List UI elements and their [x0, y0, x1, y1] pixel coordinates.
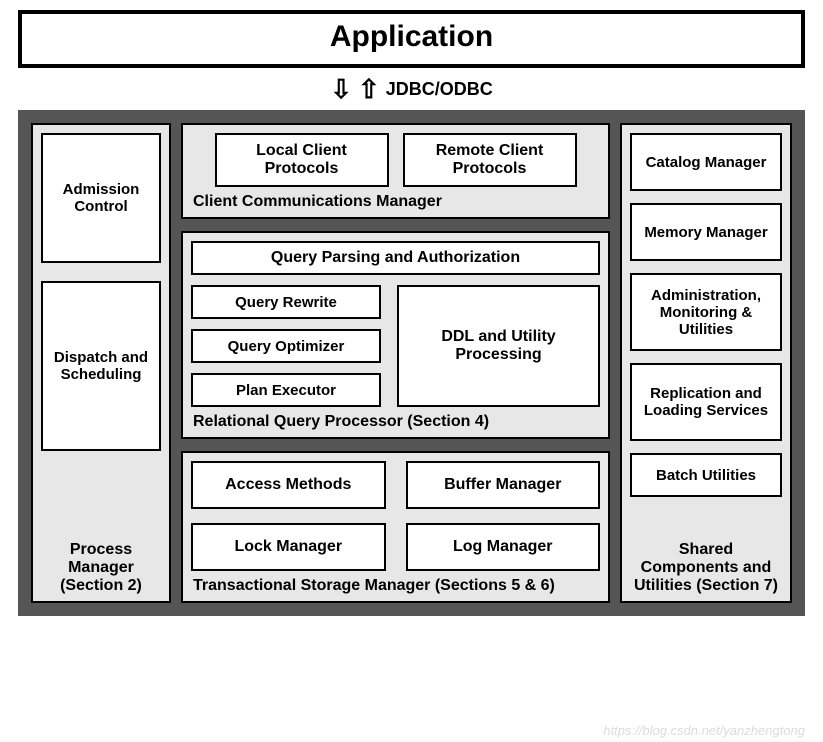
- ddl-utility-box: DDL and Utility Processing: [397, 285, 600, 407]
- log-manager-box: Log Manager: [406, 523, 601, 571]
- replication-loading-box: Replication and Loading Services: [630, 363, 782, 441]
- plan-executor-box: Plan Executor: [191, 373, 381, 407]
- up-arrow-icon: ⇧: [358, 76, 380, 102]
- local-client-protocols-box: Local Client Protocols: [215, 133, 389, 187]
- admission-control-box: Admission Control: [41, 133, 161, 263]
- shared-components-section: Catalog Manager Memory Manager Administr…: [620, 123, 792, 603]
- query-processor-title: Relational Query Processor (Section 4): [191, 413, 600, 431]
- storage-manager-title: Transactional Storage Manager (Sections …: [191, 577, 600, 595]
- memory-manager-box: Memory Manager: [630, 203, 782, 261]
- connector-row: ⇩ ⇧ JDBC/ODBC: [18, 76, 805, 102]
- query-optimizer-box: Query Optimizer: [191, 329, 381, 363]
- catalog-manager-box: Catalog Manager: [630, 133, 782, 191]
- watermark-text: https://blog.csdn.net/yanzhengtong: [603, 723, 805, 738]
- process-manager-title: Process Manager (Section 2): [41, 535, 161, 595]
- down-arrow-icon: ⇩: [330, 76, 352, 102]
- client-comm-section: Local Client Protocols Remote Client Pro…: [181, 123, 610, 219]
- admin-monitoring-box: Administration, Monitoring & Utilities: [630, 273, 782, 351]
- query-processor-section: Query Parsing and Authorization Query Re…: [181, 231, 610, 439]
- batch-utilities-box: Batch Utilities: [630, 453, 782, 497]
- storage-manager-section: Access Methods Buffer Manager Lock Manag…: [181, 451, 610, 603]
- query-rewrite-box: Query Rewrite: [191, 285, 381, 319]
- access-methods-box: Access Methods: [191, 461, 386, 509]
- remote-client-protocols-box: Remote Client Protocols: [403, 133, 577, 187]
- process-manager-section: Admission Control Dispatch and Schedulin…: [31, 123, 171, 603]
- application-box: Application: [18, 10, 805, 68]
- shared-components-title: Shared Components and Utilities (Section…: [630, 535, 782, 595]
- middle-column: Local Client Protocols Remote Client Pro…: [181, 123, 610, 603]
- connector-label: JDBC/ODBC: [386, 79, 493, 100]
- dbms-architecture-container: Admission Control Dispatch and Schedulin…: [18, 110, 805, 616]
- dispatch-scheduling-box: Dispatch and Scheduling: [41, 281, 161, 451]
- lock-manager-box: Lock Manager: [191, 523, 386, 571]
- query-parsing-box: Query Parsing and Authorization: [191, 241, 600, 275]
- client-comm-title: Client Communications Manager: [191, 193, 600, 211]
- buffer-manager-box: Buffer Manager: [406, 461, 601, 509]
